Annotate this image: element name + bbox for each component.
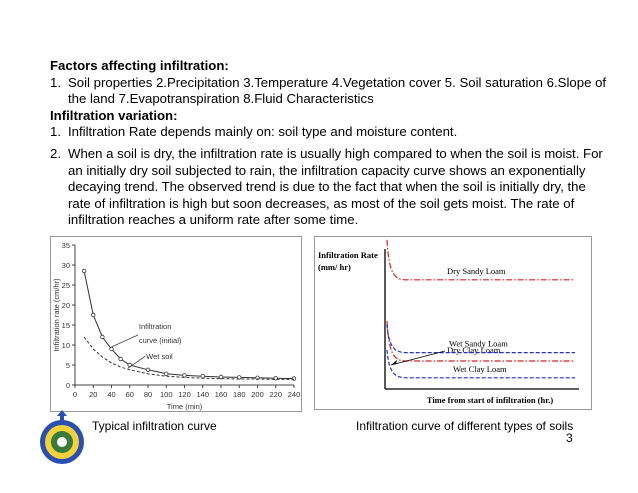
series-line [386, 239, 575, 281]
list-number: 1. [50, 124, 61, 140]
data-point [81, 268, 87, 274]
list-text: Soil properties 2.Precipitation 3.Temper… [68, 74, 607, 107]
heading-factors: Factors affecting infiltration: [50, 58, 229, 73]
chart-svg: Infiltration Rate (mm/ hr) Time from start… [318, 239, 579, 405]
list-item: 1. Soil properties 2.Precipitation 3.Tem… [50, 75, 610, 108]
x-tick-label: 120 [178, 390, 191, 399]
y-axis-label: (mm/ hr) [318, 262, 351, 272]
y-tick-label: 20 [62, 301, 70, 310]
series-label: Dry Clay Loam [447, 345, 501, 355]
data-point [109, 346, 114, 352]
y-tick-label: 15 [62, 321, 70, 330]
caption-soils: Infiltration curve of different types of… [356, 419, 574, 433]
annotation-pointer [390, 350, 446, 366]
institution-logo [37, 410, 87, 471]
annotation-label: Infiltration [139, 322, 172, 331]
data-point [218, 374, 224, 380]
series-line [386, 324, 575, 354]
y-tick-label: 25 [62, 281, 70, 290]
annotation-label: curve (initial) [139, 336, 182, 345]
series-line [83, 336, 294, 380]
annotation-arrowhead [391, 360, 397, 365]
x-tick-label: 80 [144, 390, 152, 399]
x-tick-label: 20 [89, 390, 97, 399]
y-tick-label: 35 [62, 241, 70, 250]
data-point [118, 356, 123, 362]
soil-types-chart: Infiltration Rate (mm/ hr) Time from start… [314, 236, 592, 410]
list-text: When a soil is dry, the infiltration rat… [68, 145, 603, 228]
data-point [145, 367, 151, 372]
x-tick-label: 200 [251, 390, 264, 399]
slide-text: Factors affecting infiltration: 1. Soil … [50, 58, 610, 229]
annotation-pointer [127, 355, 146, 369]
annotation-label: Wet soil [146, 352, 173, 361]
list-number: 1. [50, 74, 61, 90]
y-axis-label: Infiltration rate (cm/hr) [52, 278, 61, 352]
x-axis-label: Time (min) [167, 402, 203, 411]
heading-variation: Infiltration variation: [50, 107, 178, 123]
data-point [200, 373, 205, 379]
x-tick-label: 60 [126, 390, 134, 399]
data-point [182, 373, 187, 378]
list-text: Infiltration Rate depends mainly on: soi… [68, 124, 458, 140]
series-line [386, 349, 575, 379]
y-tick-label: 10 [62, 341, 70, 350]
annotation-pointer [111, 334, 139, 348]
series-line [83, 270, 295, 380]
x-axis-label: Time from start of infiltration (hr.) [427, 395, 554, 405]
data-point [91, 312, 96, 318]
x-tick-label: 160 [215, 390, 228, 399]
list-number: 2. [50, 145, 61, 161]
x-tick-label: 140 [196, 390, 209, 399]
series-label: Wet Clay Loam [453, 364, 507, 374]
list-item: 2. When a soil is dry, the infiltration … [50, 146, 610, 229]
series-label: Dry Sandy Loam [447, 266, 506, 276]
y-axis-label: Infiltration Rate [318, 250, 378, 260]
caption-typical: Typical infiltration curve [92, 419, 217, 433]
y-tick-label: 0 [66, 381, 70, 390]
data-point [164, 371, 169, 376]
x-tick-label: 240 [288, 390, 301, 399]
x-tick-label: 180 [233, 390, 246, 399]
x-tick-label: 40 [107, 390, 115, 399]
typical-infiltration-chart: 0 20 40 60 80 100 120 140 160 180 200 220 240 0 5 10 15 2… [50, 236, 302, 412]
data-point [100, 334, 105, 340]
x-tick-label: 220 [269, 390, 282, 399]
list-item: 1. Infiltration Rate depends mainly on: … [50, 124, 610, 141]
series-label: Wet Sandy Loam [449, 339, 508, 349]
y-tick-label: 30 [62, 261, 70, 270]
y-tick-label: 5 [66, 361, 70, 370]
chart-svg: 0 20 40 60 80 100 120 140 160 180 200 220 240 0 5 10 15 2… [52, 241, 301, 411]
page-number: 3 [566, 431, 573, 445]
x-tick-label: 0 [73, 390, 77, 399]
x-tick-label: 100 [160, 390, 173, 399]
